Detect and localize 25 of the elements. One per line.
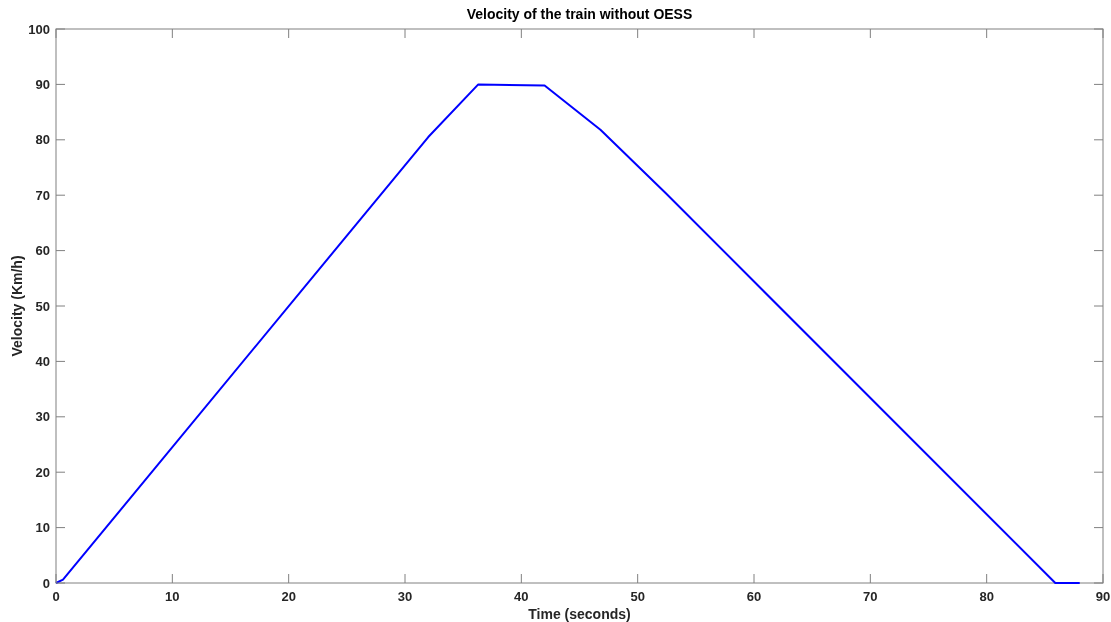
y-tick-label: 70 xyxy=(35,187,50,203)
y-tick-label: 20 xyxy=(35,464,50,480)
x-tick-label: 40 xyxy=(514,589,529,604)
x-tick-label: 20 xyxy=(281,589,296,604)
x-tick-label: 80 xyxy=(979,589,994,604)
x-axis-title: Time (seconds) xyxy=(528,606,631,622)
x-tick-label: 50 xyxy=(630,589,645,604)
x-tick-label: 10 xyxy=(165,589,180,604)
x-tick-label: 70 xyxy=(863,589,878,604)
y-tick-label: 50 xyxy=(35,298,50,314)
y-tick-label: 0 xyxy=(42,575,50,591)
x-tick-label: 60 xyxy=(746,589,762,604)
y-tick-label: 100 xyxy=(28,21,50,37)
y-tick-label: 10 xyxy=(35,520,50,536)
chart-title: Velocity of the train without OESS xyxy=(466,6,693,22)
y-tick-label: 40 xyxy=(35,353,50,369)
y-tick-label: 80 xyxy=(35,132,50,148)
x-tick-label: 30 xyxy=(397,589,413,604)
y-tick-label: 90 xyxy=(35,76,50,92)
y-tick-label: 60 xyxy=(35,243,50,259)
x-tick-label: 0 xyxy=(52,589,60,604)
y-tick-label: 30 xyxy=(35,409,50,425)
line-series xyxy=(55,83,1081,584)
x-tick-label: 90 xyxy=(1095,589,1111,604)
y-axis-title: Velocity (Km/h) xyxy=(9,255,25,357)
